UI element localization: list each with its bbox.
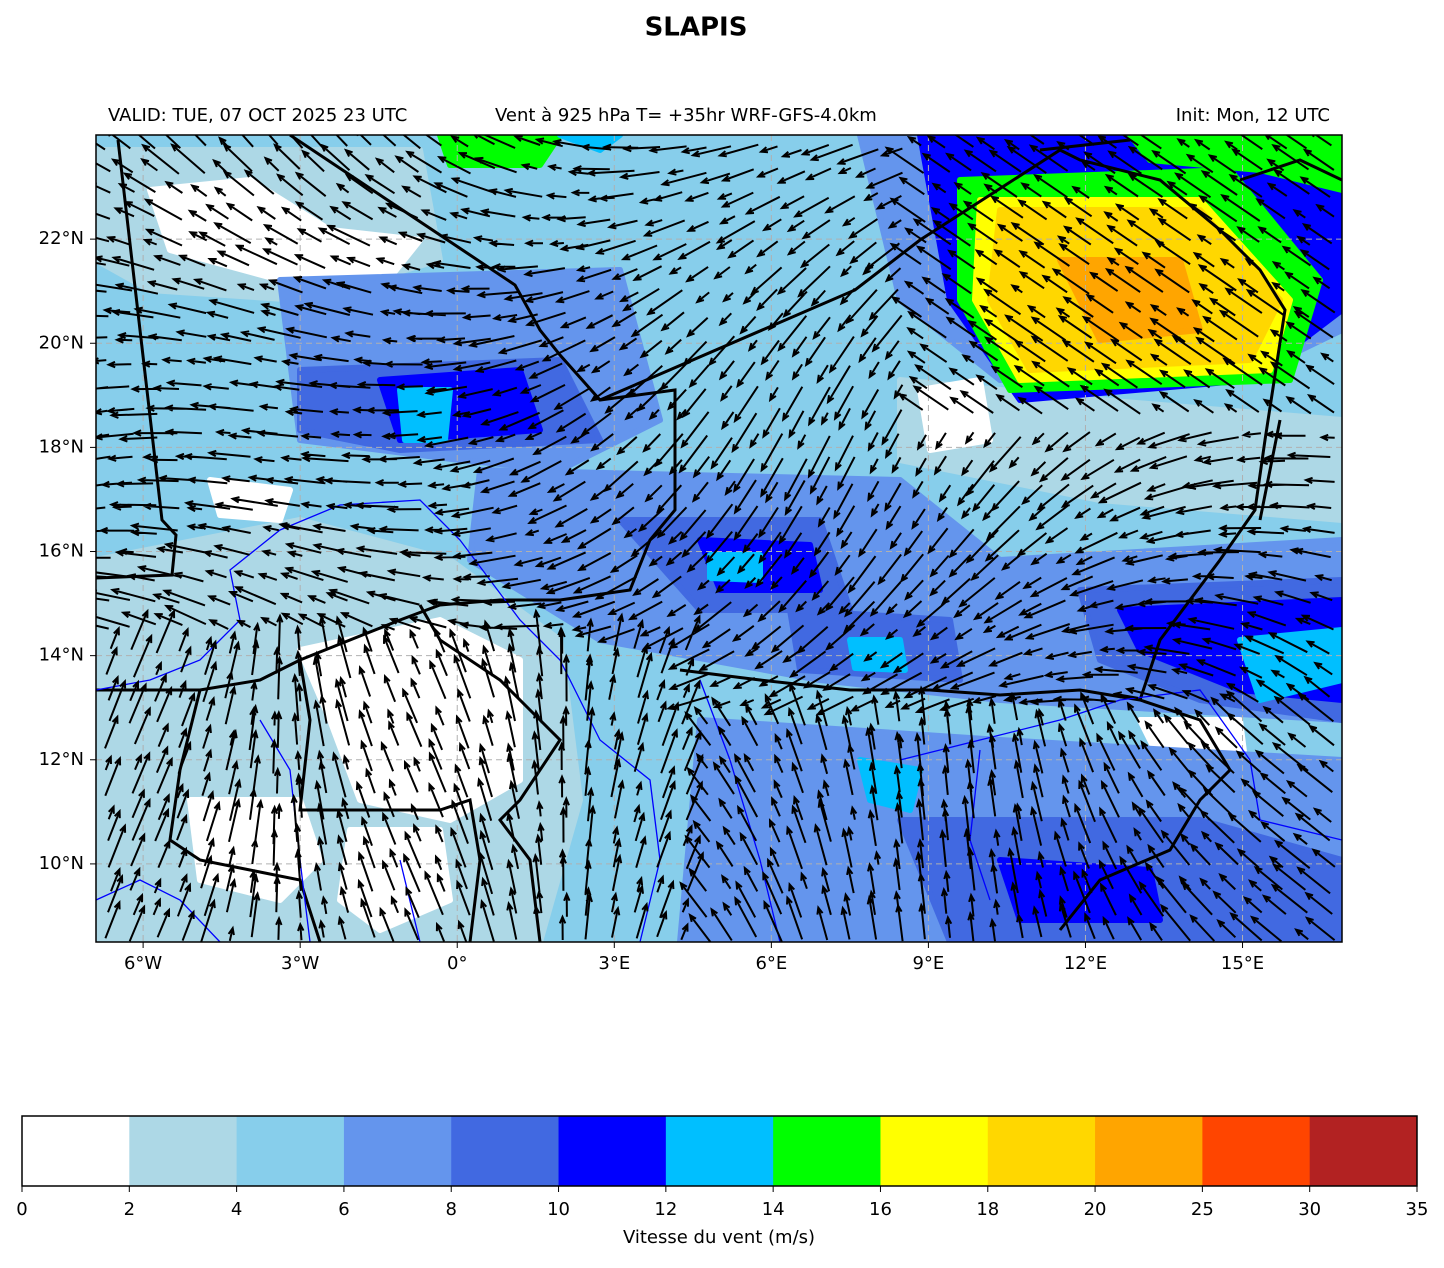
colorbar-segment [22,1116,130,1186]
colorbar-tick-label: 6 [338,1199,349,1220]
colorbar-segment [451,1116,560,1186]
x-tick-label: 12°E [1064,953,1107,974]
wind-speed-area [917,377,993,453]
wind-speed-area [1127,135,1342,193]
colorbar-label: Vitesse du vent (m/s) [623,1227,815,1248]
plot-frame [95,134,1343,943]
colorbar-segment [1095,1116,1203,1186]
colorbar-tick-label: 12 [654,1199,677,1220]
colorbar-tick-label: 30 [1298,1199,1321,1220]
y-tick-label: 22°N [39,228,84,249]
y-tick-label: 10°N [39,853,84,874]
colorbar-frame [21,1115,1418,1187]
colorbar-segment [880,1116,989,1186]
subtitle-right: Init: Mon, 12 UTC [1176,105,1330,126]
country-border [96,139,178,580]
colorbar-segment [1309,1116,1418,1186]
x-tick-label: 0° [447,953,467,974]
subtitle-left: VALID: TUE, 07 OCT 2025 23 UTC [108,105,407,126]
colorbar-tick-label: 8 [446,1199,457,1220]
y-tick-label: 16°N [39,541,84,562]
colorbar-tick-label: 20 [1084,1199,1107,1220]
wind-speed-area [707,552,763,583]
colorbar-tick-label: 16 [869,1199,892,1220]
y-tick-label: 12°N [39,749,84,770]
country-border [679,668,1232,931]
x-tick-label: 6°W [124,953,162,974]
colorbar-segment [236,1116,345,1186]
title: SLAPIS [645,13,748,43]
map-overlay [96,135,1342,942]
colorbar-tick-label: 4 [231,1199,242,1220]
colorbar-segment [129,1116,238,1186]
colorbar-segment [987,1116,1096,1186]
x-tick-label: 9°E [912,953,944,974]
x-tick-label: 3°E [598,953,630,974]
x-tick-label: 3°W [281,953,319,974]
colorbar-segment [773,1116,881,1186]
y-tick-label: 20°N [39,332,84,353]
colorbar-tick-label: 25 [1191,1199,1214,1220]
colorbar-tick-label: 2 [124,1199,135,1220]
wind-speed-area [857,757,923,813]
colorbar-tick-label: 0 [16,1199,27,1220]
y-tick-label: 18°N [39,436,84,457]
x-tick-label: 6°E [755,953,787,974]
colorbar-tick-label: 10 [547,1199,570,1220]
wind-vectors [96,135,1336,942]
wind-speed-area [847,637,908,673]
colorbar-tick-label: 14 [762,1199,785,1220]
colorbar-tick-label: 18 [976,1199,999,1220]
wind-speed-area [207,477,293,523]
colorbar-segment [558,1116,667,1186]
x-tick-label: 15°E [1221,953,1264,974]
colorbar-segment [343,1116,452,1186]
wind-field [96,135,1342,942]
country-border [96,135,677,692]
subtitle-center: Vent à 925 hPa T= +35hr WRF-GFS-4.0km [495,105,877,126]
colorbar-tick-label: 35 [1406,1199,1429,1220]
colorbar-segment [1202,1116,1311,1186]
y-tick-label: 14°N [39,645,84,666]
colorbar-segment [665,1116,774,1186]
